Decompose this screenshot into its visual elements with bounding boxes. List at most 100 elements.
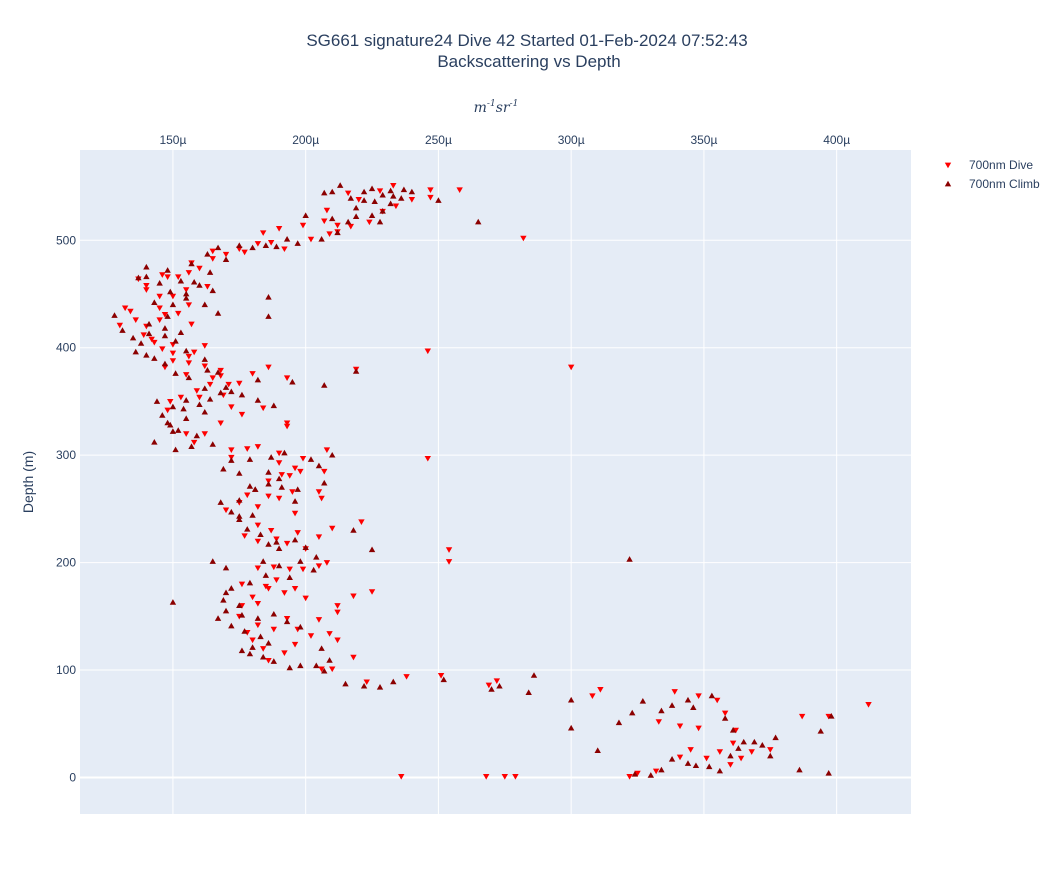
climb-marker	[352, 213, 360, 220]
climb-marker	[265, 469, 272, 475]
climb-marker	[368, 546, 376, 553]
climb-marker	[825, 769, 832, 776]
chart-title: SG661 signature24 Dive 42 Started 01-Feb…	[306, 31, 747, 50]
dive-marker	[485, 682, 493, 689]
legend-marker-dive	[944, 162, 952, 169]
dive-marker	[177, 394, 185, 401]
climb-marker	[390, 193, 397, 199]
climb-marker	[172, 446, 179, 453]
climb-marker	[201, 356, 208, 362]
climb-marker	[275, 475, 283, 482]
climb-marker	[347, 195, 355, 201]
climb-marker	[182, 415, 190, 422]
dive-marker	[307, 633, 315, 639]
climb-marker	[315, 462, 323, 469]
dive-marker	[315, 563, 323, 570]
climb-marker	[525, 689, 532, 695]
dive-marker	[254, 444, 262, 450]
climb-marker	[313, 554, 320, 560]
dive-marker	[267, 240, 275, 246]
climb-marker	[294, 240, 301, 246]
dive-marker	[767, 747, 774, 753]
dive-marker	[185, 360, 193, 366]
dive-marker	[321, 468, 328, 475]
climb-marker	[169, 599, 177, 605]
climb-marker	[169, 301, 177, 308]
climb-marker	[238, 391, 246, 398]
dive-marker	[132, 317, 139, 323]
dive-marker	[403, 674, 410, 680]
climb-marker	[185, 374, 193, 381]
climb-marker	[270, 610, 278, 617]
dive-marker	[655, 719, 662, 725]
x-tick-label: 300µ	[558, 133, 585, 147]
climb-marker	[159, 412, 166, 418]
dive-marker	[729, 740, 737, 747]
legend-item-dive[interactable]: 700nm Dive	[944, 158, 1034, 172]
dive-marker	[164, 407, 171, 414]
climb-marker	[249, 644, 256, 650]
dive-marker	[140, 332, 147, 339]
dive-marker	[334, 637, 341, 644]
dive-marker	[283, 423, 291, 430]
climb-marker	[209, 558, 216, 564]
dive-marker	[254, 565, 262, 572]
climb-marker	[772, 734, 779, 741]
dive-marker	[445, 559, 453, 565]
dive-marker	[376, 188, 384, 195]
climb-marker	[228, 508, 235, 515]
climb-marker	[318, 645, 325, 651]
dive-marker	[156, 293, 163, 300]
dive-marker	[254, 522, 262, 529]
climb-marker	[329, 451, 336, 458]
climb-marker	[262, 242, 270, 249]
climb-marker	[236, 513, 243, 519]
climb-marker	[182, 347, 190, 354]
dive-marker	[254, 622, 262, 629]
y-tick-label: 500	[56, 233, 76, 247]
dive-marker	[347, 223, 355, 230]
climb-marker	[658, 766, 665, 773]
dive-marker	[281, 590, 288, 596]
climb-marker	[376, 684, 384, 690]
dive-marker	[259, 646, 267, 652]
climb-marker	[217, 499, 224, 505]
legend-item-climb[interactable]: 700nm Climb	[944, 177, 1040, 191]
dive-marker	[143, 282, 150, 289]
dive-marker	[323, 560, 331, 566]
legend-label-dive: 700nm Dive	[969, 158, 1033, 172]
climb-marker	[692, 762, 700, 769]
dive-marker	[329, 666, 336, 673]
dive-marker	[716, 749, 724, 755]
climb-marker	[220, 596, 227, 603]
dive-marker	[445, 547, 453, 553]
dive-marker	[164, 274, 171, 280]
climb-marker	[196, 282, 203, 288]
climb-marker	[254, 615, 262, 621]
dive-marker	[185, 353, 193, 360]
climb-marker	[169, 428, 177, 434]
climb-marker	[690, 704, 697, 711]
dive-marker	[254, 601, 262, 607]
climb-marker	[204, 251, 211, 257]
x-tick-label: 200µ	[292, 133, 319, 147]
dive-marker	[334, 609, 341, 616]
climb-marker	[119, 327, 126, 333]
climb-marker	[246, 456, 254, 462]
climb-marker	[594, 747, 601, 754]
climb-marker	[167, 421, 174, 428]
dive-marker	[175, 274, 182, 280]
climb-marker	[254, 376, 262, 383]
climb-marker	[252, 486, 259, 492]
dive-marker	[350, 593, 357, 600]
climb-marker	[222, 256, 230, 262]
climb-marker	[156, 280, 163, 286]
dive-marker	[671, 689, 678, 695]
dive-marker	[483, 773, 490, 780]
dive-marker	[270, 626, 278, 633]
dive-marker	[652, 768, 660, 775]
dive-marker	[143, 287, 150, 293]
legend[interactable]: 700nm Dive 700nm Climb	[944, 158, 1040, 191]
dive-marker	[437, 672, 445, 679]
climb-marker	[228, 457, 235, 463]
